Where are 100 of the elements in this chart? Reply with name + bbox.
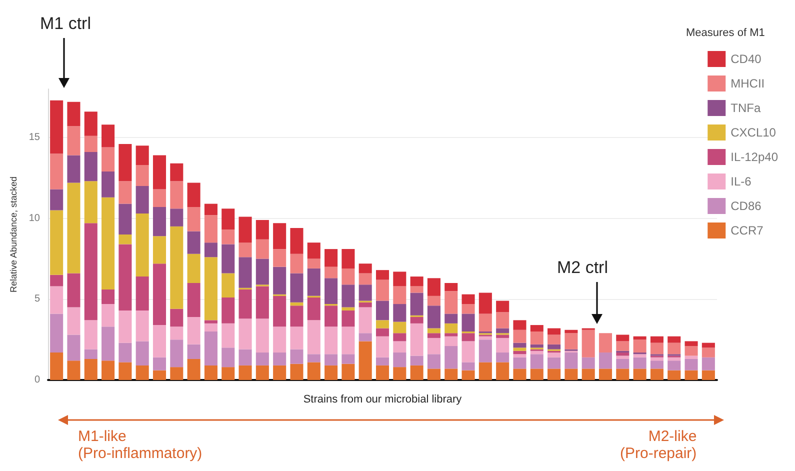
bar bbox=[324, 365, 338, 380]
bar bbox=[410, 356, 424, 366]
bar bbox=[616, 352, 630, 356]
bar bbox=[222, 367, 235, 380]
bar bbox=[376, 328, 390, 336]
bar bbox=[530, 354, 544, 369]
bar bbox=[67, 182, 80, 274]
bar bbox=[358, 302, 372, 308]
bar bbox=[136, 146, 149, 165]
bar bbox=[478, 336, 492, 340]
bar bbox=[50, 100, 64, 154]
bar bbox=[238, 257, 252, 288]
bar bbox=[67, 360, 80, 380]
bar bbox=[427, 328, 440, 334]
bar bbox=[290, 349, 304, 364]
bar bbox=[256, 220, 269, 240]
bar bbox=[204, 257, 218, 320]
legend-label: CD40 bbox=[730, 52, 762, 66]
bar bbox=[616, 341, 630, 351]
bar bbox=[187, 283, 200, 317]
bar bbox=[462, 370, 475, 380]
bar bbox=[616, 358, 630, 369]
bar bbox=[67, 126, 80, 156]
bar bbox=[582, 368, 595, 380]
bar bbox=[290, 302, 304, 306]
bar bbox=[50, 314, 64, 353]
bar bbox=[324, 326, 338, 354]
bar bbox=[118, 342, 132, 362]
bar bbox=[496, 334, 510, 338]
bar bbox=[410, 316, 424, 324]
bar bbox=[238, 242, 252, 258]
bar bbox=[118, 144, 132, 182]
bar bbox=[170, 181, 184, 209]
bar bbox=[204, 320, 218, 324]
bar bbox=[324, 306, 338, 327]
bar bbox=[187, 231, 200, 254]
bar bbox=[84, 320, 98, 350]
bar bbox=[684, 346, 698, 356]
bar bbox=[222, 230, 235, 244]
bar bbox=[376, 300, 390, 320]
bar bbox=[548, 328, 561, 335]
bar bbox=[358, 284, 372, 301]
bar bbox=[187, 182, 200, 208]
bar bbox=[376, 357, 390, 366]
bar bbox=[444, 314, 458, 324]
bar bbox=[67, 102, 80, 126]
bar bbox=[273, 352, 286, 366]
bar bbox=[530, 344, 544, 348]
bar bbox=[650, 360, 664, 369]
bar bbox=[462, 314, 475, 332]
bar bbox=[410, 292, 424, 316]
bar bbox=[702, 342, 715, 348]
bar bbox=[307, 362, 320, 380]
bar bbox=[496, 312, 510, 328]
bar bbox=[102, 171, 115, 198]
annotation: M2 ctrl bbox=[557, 258, 608, 278]
bar bbox=[342, 364, 355, 380]
bar bbox=[238, 289, 252, 319]
bar bbox=[204, 242, 218, 258]
bar bbox=[650, 336, 664, 343]
bar bbox=[50, 352, 64, 380]
bar bbox=[290, 364, 304, 380]
bar bbox=[136, 365, 149, 380]
bar bbox=[273, 326, 286, 353]
bar bbox=[444, 323, 458, 334]
bar bbox=[324, 354, 338, 366]
bar bbox=[118, 244, 132, 310]
bar bbox=[427, 278, 440, 296]
bar bbox=[102, 326, 115, 361]
bar bbox=[222, 348, 235, 368]
bar bbox=[187, 207, 200, 232]
bar bbox=[290, 228, 304, 254]
bar bbox=[650, 342, 664, 354]
bar bbox=[118, 310, 132, 343]
bar bbox=[564, 352, 578, 369]
bar bbox=[376, 336, 390, 358]
bar bbox=[84, 112, 98, 136]
bar bbox=[427, 368, 440, 380]
bar bbox=[238, 318, 252, 350]
bar bbox=[530, 350, 544, 354]
bar bbox=[633, 354, 646, 358]
bar bbox=[393, 333, 406, 342]
bar bbox=[427, 306, 440, 328]
bar bbox=[358, 273, 372, 285]
bar bbox=[358, 307, 372, 334]
bar bbox=[273, 296, 286, 327]
bar bbox=[307, 298, 320, 320]
bar bbox=[256, 352, 269, 366]
bar bbox=[136, 213, 149, 277]
y-tick-label: 5 bbox=[34, 294, 40, 305]
bar bbox=[118, 362, 132, 380]
bar bbox=[102, 289, 115, 304]
bar bbox=[410, 323, 424, 356]
bar bbox=[513, 320, 526, 330]
bar bbox=[393, 304, 406, 322]
bar bbox=[152, 207, 166, 236]
bar bbox=[513, 330, 526, 343]
bar bbox=[187, 344, 200, 359]
bar bbox=[170, 326, 184, 340]
bar bbox=[152, 370, 166, 380]
